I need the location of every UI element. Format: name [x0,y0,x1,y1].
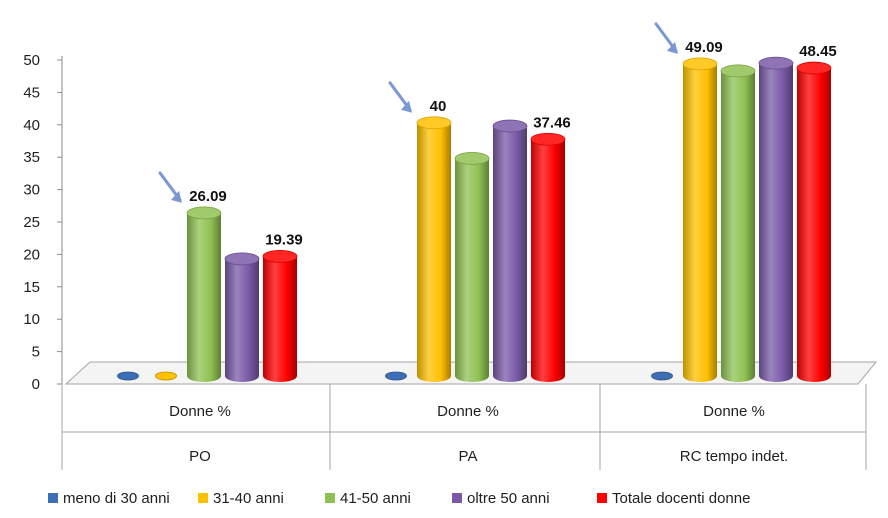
bar-top [796,61,832,75]
y-tick-label: 0 [32,376,40,393]
bar-body [721,70,755,383]
bar-zero-disc [117,371,139,381]
y-tick-label: 20 [23,246,40,263]
y-tick-label: 15 [23,279,40,296]
bar-totale-docenti-donne-po [262,249,298,382]
bar-oltre-50-anni-po [224,252,260,382]
bar-oltre-50-anni-rc-tempo-indet [758,56,794,383]
data-label: 26.09 [189,188,227,205]
y-tick-label: 25 [23,214,40,231]
bar-meno-di-30-anni-rc-tempo-indet [651,371,673,381]
legend-swatch [48,493,58,503]
y-tick-label: 50 [23,52,40,69]
legend-swatch [325,493,335,503]
legend-item-totale-docenti-donne: Totale docenti donne [597,490,750,507]
category-bottom-label: PA [459,448,478,465]
arrow-marker-icon [388,81,412,113]
bar-body [493,126,527,382]
data-label: 19.39 [265,231,303,248]
bar-oltre-50-anni-pa [492,119,528,382]
bar-zero-disc [155,371,177,381]
bar-top [416,116,452,130]
bar-top [186,206,222,220]
legend-label: oltre 50 anni [467,490,550,507]
legend-label: 31-40 anni [213,490,284,507]
bar-top [758,56,794,70]
bar-totale-docenti-donne-pa [530,132,566,382]
bar-top [530,132,566,146]
bar-31-40-anni-rc-tempo-indet [682,57,718,383]
bar-body [797,68,831,382]
bars-layer [117,56,832,383]
data-label: 37.46 [533,114,571,131]
legend-swatch [597,493,607,503]
legend-item-31-40-anni: 31-40 anni [198,490,284,507]
legend-swatch [198,493,208,503]
arrow-marker-icon [158,171,182,203]
bar-body [263,256,297,382]
legend-item-meno-di-30-anni: meno di 30 anni [48,490,170,507]
bar-41-50-anni-pa [454,152,490,382]
bar-zero-disc [651,371,673,381]
y-tick-label: 40 [23,117,40,134]
category-bottom-label: PO [189,448,211,465]
bar-meno-di-30-anni-pa [385,371,407,381]
y-tick-label: 30 [23,182,40,199]
bar-top [454,152,490,165]
bar-body [225,258,259,382]
bar-31-40-anni-po [155,371,177,381]
bar-body [187,212,221,382]
bar-meno-di-30-anni-po [117,371,139,381]
bar-top [720,64,756,78]
category-top-label: Donne % [437,403,499,420]
y-tick-label: 5 [32,344,40,361]
data-label: 49.09 [685,39,723,56]
bar-body [417,122,451,383]
data-label: 48.45 [799,43,837,60]
legend-label: Totale docenti donne [612,490,750,507]
bar-zero-disc [385,371,407,381]
legend-swatch [452,493,462,503]
bar-body [683,63,717,383]
bar-41-50-anni-rc-tempo-indet [720,64,756,383]
bar-top [492,119,528,133]
bar-31-40-anni-pa [416,116,452,383]
bar-body [531,139,565,382]
bar-top [682,57,718,71]
bar-top [224,252,260,266]
category-top-label: Donne % [169,403,231,420]
bar-41-50-anni-po [186,206,222,382]
category-top-label: Donne % [703,403,765,420]
bar-totale-docenti-donne-rc-tempo-indet [796,61,832,382]
bar-body [455,158,489,382]
category-bottom-label: RC tempo indet. [680,448,788,465]
bar-body [759,63,793,383]
y-tick-label: 35 [23,149,40,166]
legend-label: 41-50 anni [340,490,411,507]
legend-label: meno di 30 anni [63,490,170,507]
y-tick-label: 10 [23,311,40,328]
legend-item-oltre-50-anni: oltre 50 anni [452,490,550,507]
y-tick-label: 45 [23,84,40,101]
arrow-marker-icon [654,22,678,54]
labels-layer: Donne % PO Donne % PA Donne % RC tempo indet.… [158,22,837,465]
bar-top [262,249,298,263]
data-label: 40 [430,98,447,115]
legend-layer: meno di 30 anni 31-40 anni 41-50 anni oltre… [48,490,750,507]
legend-item-41-50-anni: 41-50 anni [325,490,411,507]
